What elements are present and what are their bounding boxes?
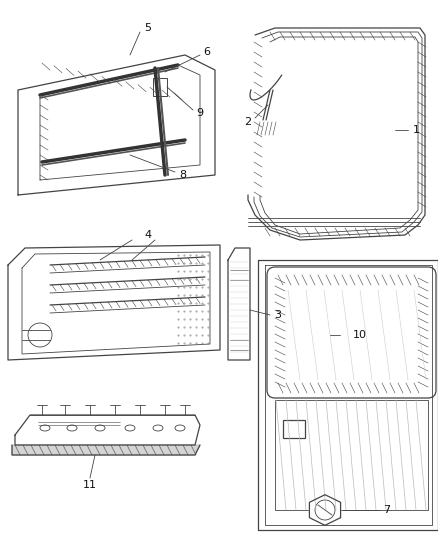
Text: 3: 3 (275, 310, 282, 320)
Text: 11: 11 (83, 480, 97, 490)
Text: 4: 4 (145, 230, 152, 240)
Text: 2: 2 (244, 117, 251, 127)
Text: 8: 8 (180, 170, 187, 180)
Bar (283, 420, 305, 438)
Polygon shape (12, 445, 200, 455)
Text: 7: 7 (383, 505, 391, 515)
Polygon shape (309, 495, 341, 526)
Bar (275, 400, 428, 510)
Text: 6: 6 (204, 47, 211, 57)
Text: 5: 5 (145, 23, 152, 33)
Text: 1: 1 (413, 125, 420, 135)
Text: 10: 10 (353, 330, 367, 340)
Text: 9: 9 (196, 108, 204, 118)
FancyBboxPatch shape (267, 267, 436, 398)
Bar (153, 78, 167, 96)
